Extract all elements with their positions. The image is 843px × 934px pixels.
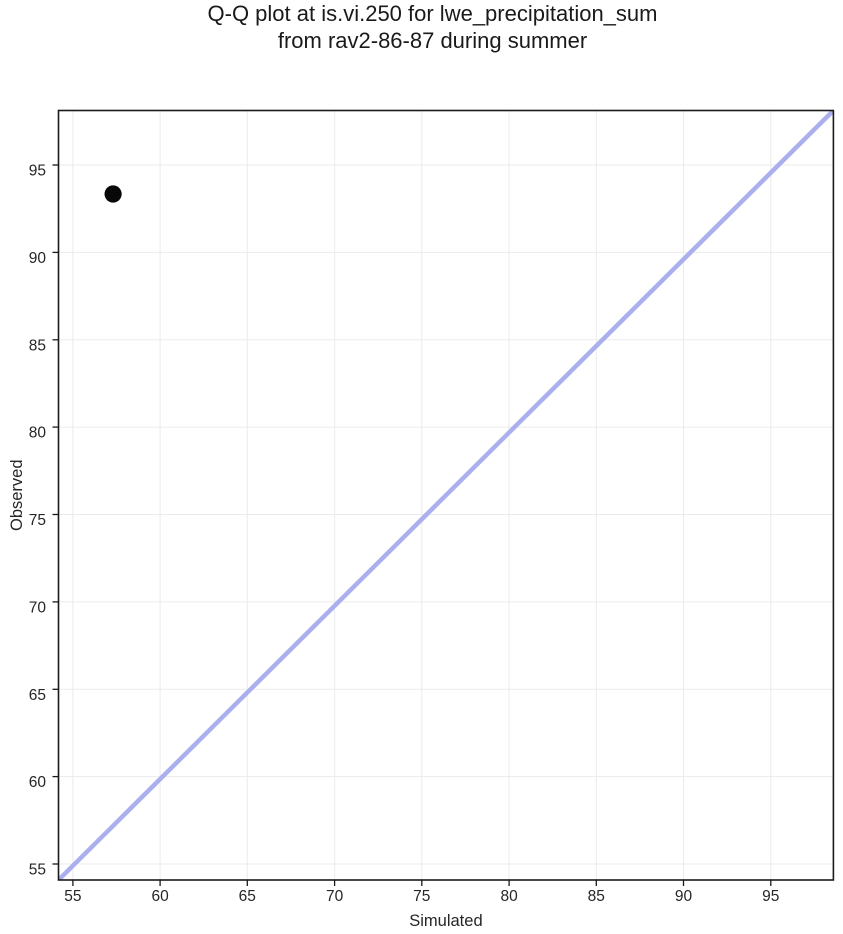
svg-text:95: 95 bbox=[29, 163, 46, 180]
svg-text:80: 80 bbox=[500, 888, 518, 905]
svg-text:60: 60 bbox=[151, 888, 169, 905]
svg-text:75: 75 bbox=[29, 512, 46, 529]
svg-text:55: 55 bbox=[29, 862, 46, 879]
svg-text:95: 95 bbox=[762, 888, 779, 905]
svg-text:60: 60 bbox=[29, 774, 47, 791]
svg-text:85: 85 bbox=[588, 888, 605, 905]
svg-text:65: 65 bbox=[239, 888, 256, 905]
svg-text:90: 90 bbox=[29, 250, 47, 267]
svg-text:Simulated: Simulated bbox=[409, 912, 482, 930]
svg-text:75: 75 bbox=[413, 888, 430, 905]
svg-text:55: 55 bbox=[64, 888, 81, 905]
svg-text:70: 70 bbox=[326, 888, 344, 905]
svg-text:90: 90 bbox=[675, 888, 693, 905]
svg-text:Observed: Observed bbox=[8, 459, 26, 531]
svg-text:80: 80 bbox=[29, 425, 47, 442]
svg-text:65: 65 bbox=[29, 687, 46, 704]
svg-text:70: 70 bbox=[29, 599, 47, 616]
svg-text:85: 85 bbox=[29, 337, 46, 354]
